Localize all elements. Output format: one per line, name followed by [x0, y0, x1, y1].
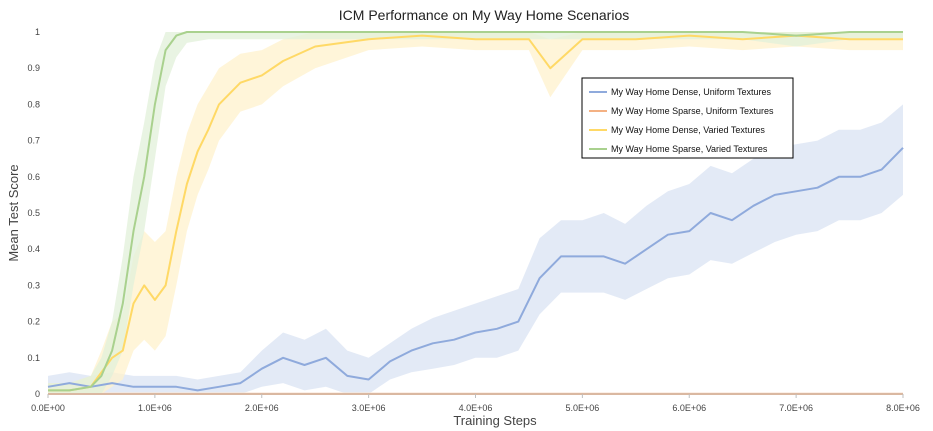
x-tick-label: 3.0E+06 — [352, 403, 386, 413]
legend-label-3: My Way Home Sparse, Varied Textures — [611, 144, 768, 154]
x-tick-labels: 0.0E+00 1.0E+06 2.0E+06 3.0E+06 4.0E+06 5.0E+… — [31, 394, 920, 413]
legend-label-0: My Way Home Dense, Uniform Textures — [611, 87, 772, 97]
series-3-line — [48, 31, 903, 392]
y-tick-label: 0.6 — [27, 172, 40, 182]
x-tick-label: 7.0E+06 — [779, 403, 813, 413]
y-tick-label: 0.5 — [27, 208, 40, 218]
x-tick-label: 0.0E+00 — [31, 403, 65, 413]
legend: My Way Home Dense, Uniform Textures My Wa… — [581, 77, 794, 159]
x-tick-label: 5.0E+06 — [565, 403, 599, 413]
x-tick-label: 6.0E+06 — [672, 403, 706, 413]
y-tick-label: 0.1 — [27, 353, 40, 363]
y-tick-label: 0.3 — [27, 280, 40, 290]
y-tick-label: 0.8 — [27, 99, 40, 109]
chart-title: ICM Performance on My Way Home Scenarios — [339, 7, 629, 23]
y-tick-label: 0 — [35, 389, 40, 399]
y-tick-label: 0.2 — [27, 317, 40, 327]
y-tick-label: 1 — [35, 27, 40, 37]
x-axis-title: Training Steps — [453, 413, 537, 428]
series-0-line — [47, 147, 904, 392]
y-tick-labels: 0 0.1 0.2 0.3 0.4 0.5 0.6 0.7 0.8 0.9 1 — [27, 27, 40, 399]
y-tick-label: 0.4 — [27, 244, 40, 254]
x-tick-label: 1.0E+06 — [138, 403, 172, 413]
y-tick-label: 0.7 — [27, 136, 40, 146]
y-axis-title: Mean Test Score — [6, 164, 21, 261]
x-tick-label: 4.0E+06 — [459, 403, 493, 413]
x-tick-label: 8.0E+06 — [886, 403, 920, 413]
series-0-band — [48, 104, 903, 395]
legend-box — [581, 77, 794, 159]
legend-label-1: My Way Home Sparse, Uniform Textures — [611, 106, 774, 116]
x-tick-label: 2.0E+06 — [245, 403, 279, 413]
series-2-line — [48, 34, 903, 392]
y-tick-label: 0.9 — [27, 63, 40, 73]
legend-label-2: My Way Home Dense, Varied Textures — [611, 125, 765, 135]
